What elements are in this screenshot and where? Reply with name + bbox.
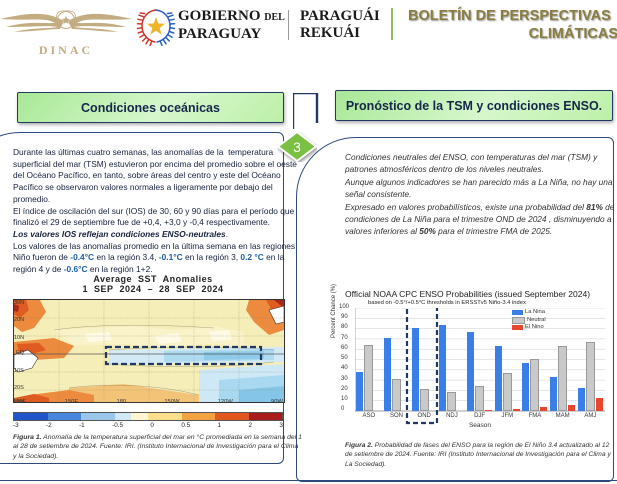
svg-text:3: 3 [293,139,301,155]
